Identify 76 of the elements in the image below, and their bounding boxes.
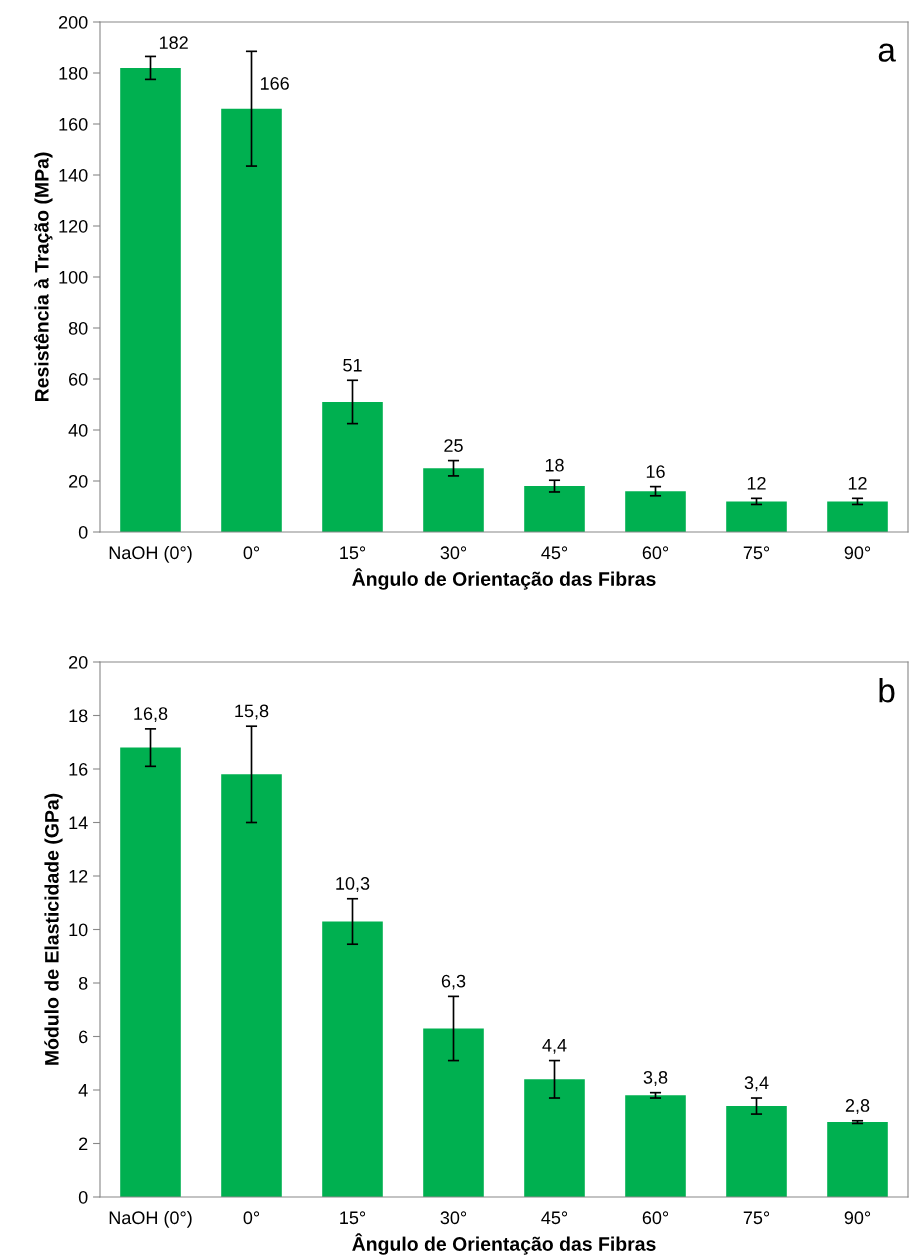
- data-label: 25: [444, 439, 463, 452]
- data-label: 51: [343, 359, 362, 372]
- y-tick-label: 0: [78, 1190, 88, 1204]
- y-tick-label: 8: [78, 976, 88, 990]
- x-tick-label: 90°: [844, 1211, 871, 1225]
- data-label: 4,4: [542, 1039, 567, 1054]
- bar: [423, 468, 484, 532]
- bar: [120, 747, 181, 1197]
- bar: [827, 1122, 888, 1197]
- y-tick-label: 4: [78, 1084, 88, 1097]
- x-tick-label: 60°: [642, 546, 669, 560]
- y-tick-label: 16: [69, 762, 88, 776]
- x-tick-label: 30°: [440, 1211, 467, 1225]
- y-tick-label: 160: [59, 117, 88, 131]
- data-label: 3,4: [744, 1076, 769, 1092]
- bar: [524, 1079, 585, 1197]
- y-tick-label: 80: [68, 321, 88, 335]
- data-label: 12: [848, 476, 867, 490]
- bar: [726, 1106, 787, 1197]
- bar: [827, 501, 888, 532]
- y-tick-label: 20: [69, 655, 88, 669]
- y-tick-label: 200: [58, 15, 88, 29]
- y-tick-label: 12: [69, 869, 88, 883]
- data-label: 2,8: [845, 1099, 870, 1114]
- bar: [625, 1095, 686, 1197]
- x-tick-label: 0°: [243, 1211, 260, 1225]
- bar: [120, 67, 181, 532]
- x-tick-label: 0°: [243, 546, 260, 560]
- x-tick-label: 30°: [440, 546, 467, 560]
- data-label: 16: [646, 465, 665, 478]
- data-label: 10,3: [336, 877, 370, 892]
- bar: [524, 486, 585, 532]
- y-axis-title: Módulo de Elasticidade (GPa): [44, 793, 63, 1065]
- data-label: 3,8: [643, 1070, 668, 1086]
- bar: [625, 491, 686, 532]
- x-tick-label: 15°: [340, 546, 366, 560]
- bar: [322, 401, 383, 532]
- y-axis-title: Resistência à Tração (MPa): [33, 152, 53, 402]
- data-label: 15,8: [235, 704, 269, 720]
- y-tick-label: 20: [69, 474, 88, 488]
- y-tick-label: 14: [69, 816, 88, 830]
- data-label: 12: [747, 476, 766, 490]
- x-tick-label: 15°: [340, 1211, 366, 1225]
- bar: [726, 501, 787, 532]
- x-tick-label: NaOH (0°): [109, 545, 192, 563]
- bar: [221, 108, 282, 532]
- x-tick-label: 75°: [743, 1211, 770, 1225]
- bar: [322, 921, 383, 1197]
- y-tick-label: 40: [68, 423, 88, 437]
- x-tick-label: 90°: [844, 546, 871, 560]
- y-tick-label: 0: [78, 525, 88, 539]
- x-axis-title: Ângulo de Orientação das Fibras: [352, 568, 656, 590]
- y-tick-label: 18: [69, 709, 88, 723]
- x-tick-label: 75°: [743, 546, 770, 560]
- y-tick-label: 10: [69, 923, 88, 937]
- y-tick-label: 140: [59, 168, 88, 182]
- data-label: 182: [159, 36, 188, 50]
- y-tick-label: 6: [79, 1030, 88, 1044]
- data-label: 16,8: [134, 707, 168, 723]
- data-label: 18: [545, 458, 564, 472]
- bar: [423, 1028, 484, 1197]
- data-label: 6,3: [441, 974, 466, 990]
- y-tick-label: 180: [59, 66, 88, 80]
- x-tick-label: 45°: [541, 1211, 568, 1225]
- annotation: a: [878, 43, 896, 62]
- data-label: 166: [260, 77, 289, 90]
- y-tick-label: 60: [69, 372, 88, 386]
- x-tick-label: NaOH (0°): [109, 1210, 192, 1228]
- x-axis-title: Ângulo de Orientação das Fibras: [352, 1233, 656, 1255]
- x-tick-label: 60°: [642, 1211, 669, 1225]
- y-tick-label: 120: [59, 219, 88, 233]
- bar: [221, 774, 282, 1197]
- y-tick-label: 100: [59, 270, 88, 284]
- annotation: b: [879, 678, 895, 703]
- x-tick-label: 45°: [541, 546, 568, 560]
- y-tick-label: 2: [79, 1137, 88, 1151]
